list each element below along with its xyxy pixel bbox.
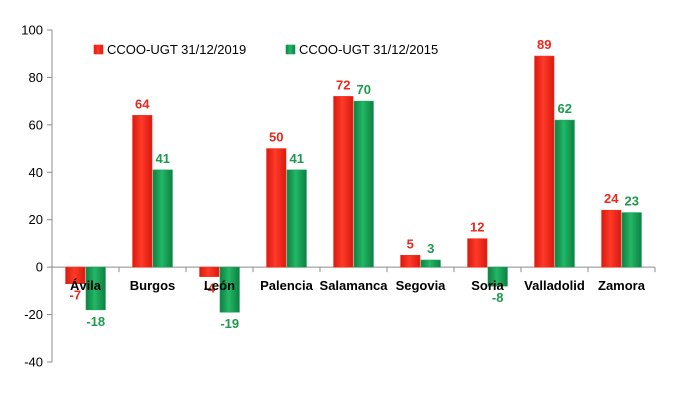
bar [554,119,575,268]
data-label: -18 [86,314,105,329]
data-label: -8 [492,290,504,305]
bars-group [65,55,642,313]
y-tick-label: 20 [29,212,43,227]
bar [85,266,106,311]
bar [65,266,86,285]
data-label: 89 [537,37,551,52]
bar [353,100,374,268]
legend-label: CCOO-UGT 31/12/2019 [107,42,246,57]
bar [219,266,240,313]
y-tick-label: -40 [24,355,43,370]
x-category-label: Soria [471,278,504,293]
bar [601,209,622,268]
data-label: 41 [155,151,169,166]
data-label: 24 [604,191,619,206]
bar [286,169,307,268]
x-category-label: Ávila [70,278,102,293]
bar [132,115,153,268]
data-label: 50 [269,130,283,145]
data-label: 12 [470,220,484,235]
data-label: 23 [624,194,638,209]
axes-group: -40 -20 0 20 40 60 80 100 [21,23,656,370]
bar [420,259,441,268]
bar [621,212,642,268]
legend: CCOO-UGT 31/12/2019 CCOO-UGT 31/12/2015 [93,42,438,57]
legend-swatch [93,44,104,55]
bar [266,148,287,268]
x-category-label: Valladolid [524,278,585,293]
x-category-label: Palencia [260,278,314,293]
bar [467,238,488,268]
y-tick-label: 60 [29,117,43,132]
bar [487,266,508,287]
data-label: 72 [336,77,350,92]
labels-group: -7 -18 64 41 -4 -19 50 41 72 70 5 3 12 -8 89 62 24 23 Ávil… [69,37,645,331]
y-tick-label: 100 [21,23,43,38]
y-tick-label: -20 [24,307,43,322]
x-category-label: Salamanca [320,278,389,293]
y-tick-label: 40 [29,165,43,180]
data-label: 5 [407,236,414,251]
data-label: 3 [427,241,434,256]
x-category-label: Segovia [396,278,447,293]
y-tick-label: 80 [29,70,43,85]
y-tick-label: 0 [36,260,43,275]
x-category-label: Burgos [130,278,176,293]
bar [534,55,555,268]
data-label: 70 [356,82,370,97]
data-label: -4 [203,281,215,296]
bar [152,169,173,268]
data-label: 41 [289,151,303,166]
x-category-label: Zamora [598,278,646,293]
data-label: -19 [220,316,239,331]
x-category-label: León [204,278,235,293]
bar [199,266,220,277]
bar [333,96,354,268]
bar [400,254,421,268]
data-label: 64 [135,96,150,111]
data-label: -7 [69,288,81,303]
legend-swatch [285,44,296,55]
legend-label: CCOO-UGT 31/12/2015 [299,42,438,57]
data-label: 62 [557,101,571,116]
